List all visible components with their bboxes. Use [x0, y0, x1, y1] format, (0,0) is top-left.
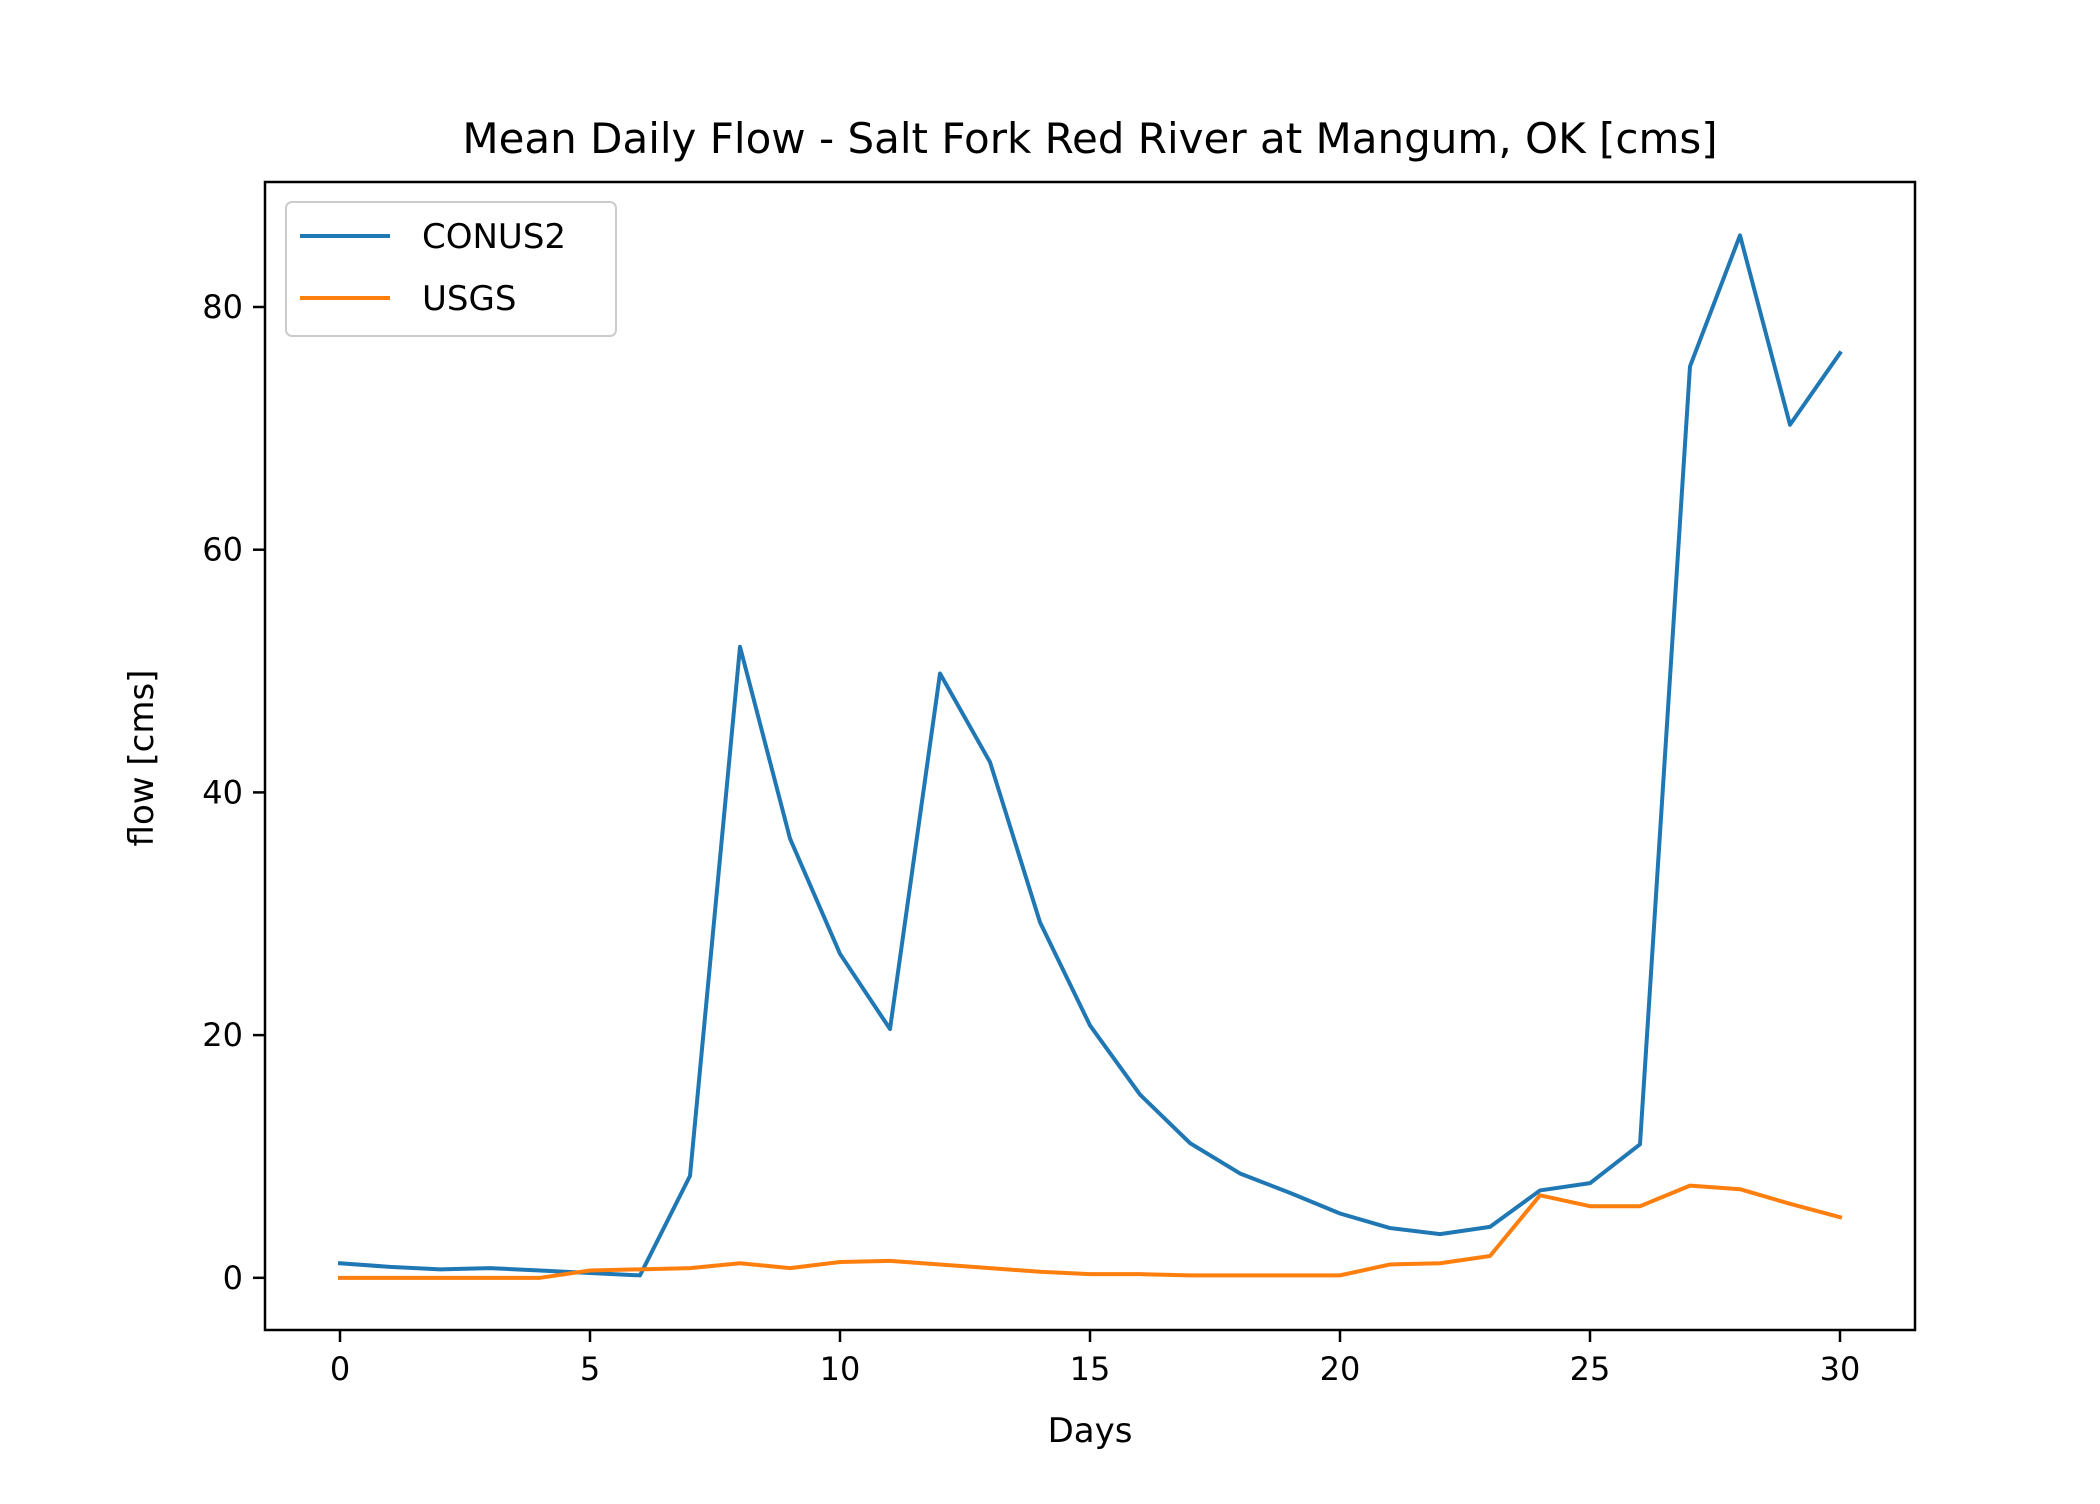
chart-title: Mean Daily Flow - Salt Fork Red River at…: [462, 114, 1717, 163]
x-tick-label: 15: [1070, 1350, 1111, 1388]
y-tick-label: 0: [223, 1259, 243, 1297]
x-axis-label: Days: [1048, 1411, 1133, 1451]
y-tick-label: 40: [202, 773, 243, 811]
x-tick-label: 30: [1820, 1350, 1861, 1388]
y-tick-label: 20: [202, 1016, 243, 1054]
legend-label-usgs: USGS: [422, 279, 516, 319]
legend-label-conus2: CONUS2: [422, 217, 566, 257]
x-tick-label: 20: [1320, 1350, 1361, 1388]
axis-ticks: 0 5 10 15 20 25 30 0 20 40 60 80: [202, 288, 1860, 1388]
series-line-conus2: [337, 233, 1843, 1278]
y-tick-label: 80: [202, 288, 243, 326]
series-line-usgs: [338, 1183, 1843, 1280]
series-lines: [337, 233, 1843, 1280]
y-tick-label: 60: [202, 531, 243, 569]
x-tick-label: 10: [820, 1350, 861, 1388]
x-tick-label: 5: [580, 1350, 600, 1388]
y-axis-label: flow [cms]: [122, 670, 162, 847]
x-tick-label: 25: [1570, 1350, 1611, 1388]
plot-area-frame: [263, 180, 1917, 1332]
x-tick-label: 0: [330, 1350, 350, 1388]
legend: CONUS2 USGS: [285, 201, 617, 337]
